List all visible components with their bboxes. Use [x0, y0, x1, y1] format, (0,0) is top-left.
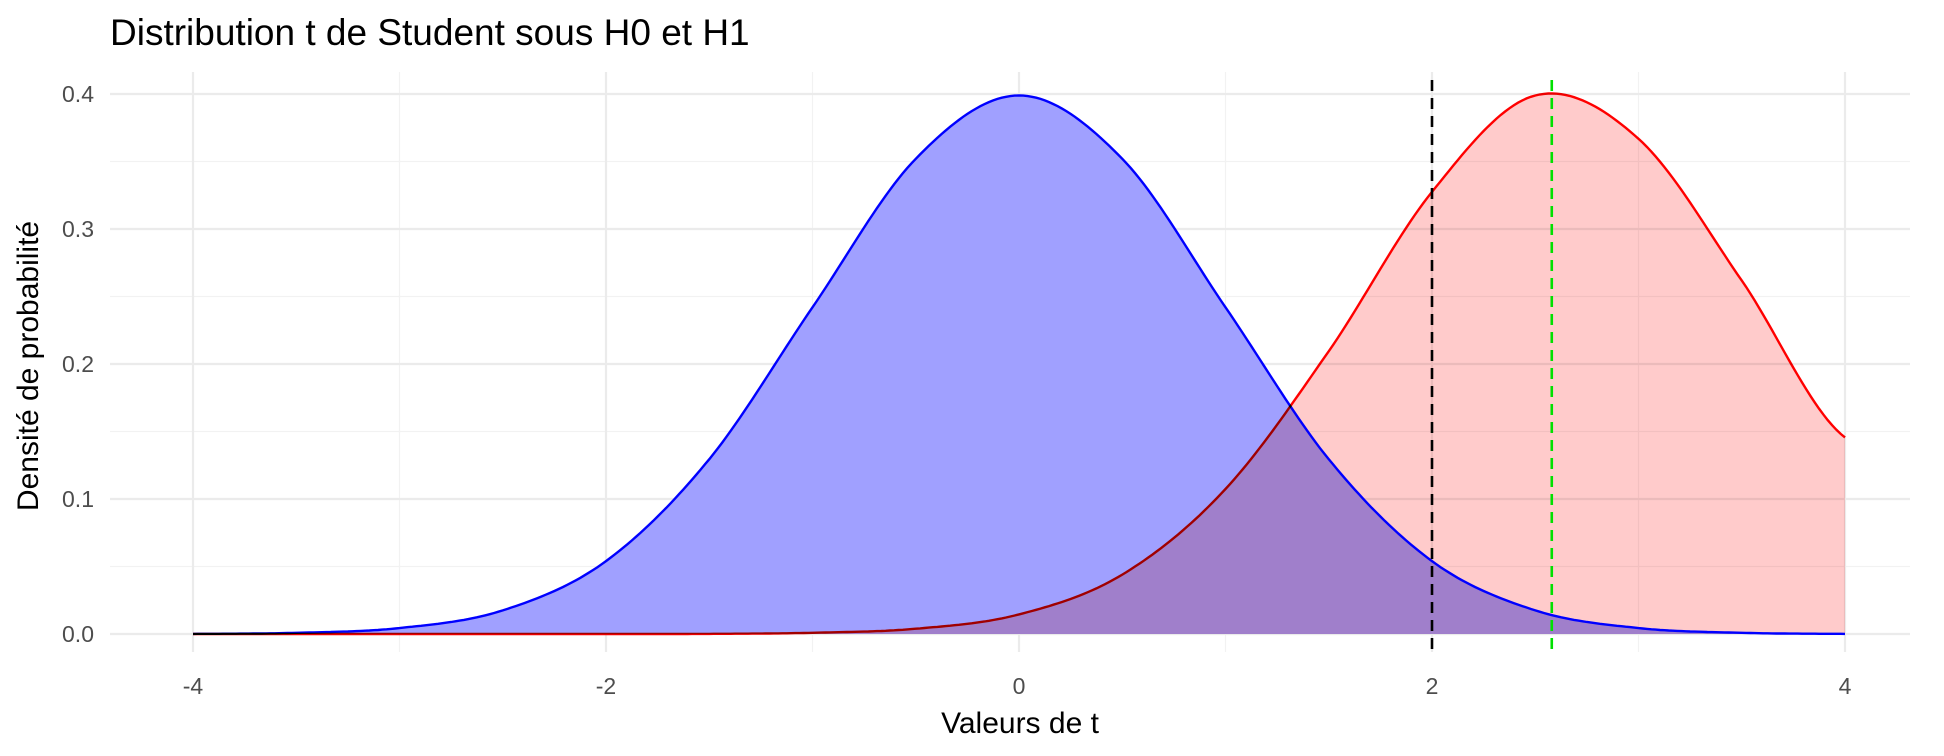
x-tick-label: 0: [1013, 673, 1026, 699]
x-axis-title: Valeurs de t: [941, 707, 1100, 740]
y-tick-label: 0.1: [62, 486, 94, 512]
y-tick-label: 0.2: [62, 351, 94, 377]
reference-lines: [1430, 80, 1554, 652]
density-curve-1: [192, 94, 1846, 636]
density-curves: [192, 92, 1846, 636]
x-tick-label: -4: [183, 673, 204, 699]
tick-labels: -4 -2 0 2 4 0.0 0.1 0.2 0.3 0.4: [62, 81, 1852, 699]
x-tick-label: 4: [1839, 673, 1852, 699]
y-tick-label: 0.4: [62, 81, 94, 107]
y-tick-label: 0.0: [62, 621, 94, 647]
chart-title: Distribution t de Student sous H0 et H1: [110, 12, 750, 53]
y-tick-label: 0.3: [62, 216, 94, 242]
x-tick-label: 2: [1426, 673, 1439, 699]
density-curve-2: [193, 92, 1846, 636]
y-axis-title: Densité de probabilité: [12, 221, 45, 511]
x-tick-label: -2: [596, 673, 616, 699]
density-area-1: [193, 95, 1845, 634]
